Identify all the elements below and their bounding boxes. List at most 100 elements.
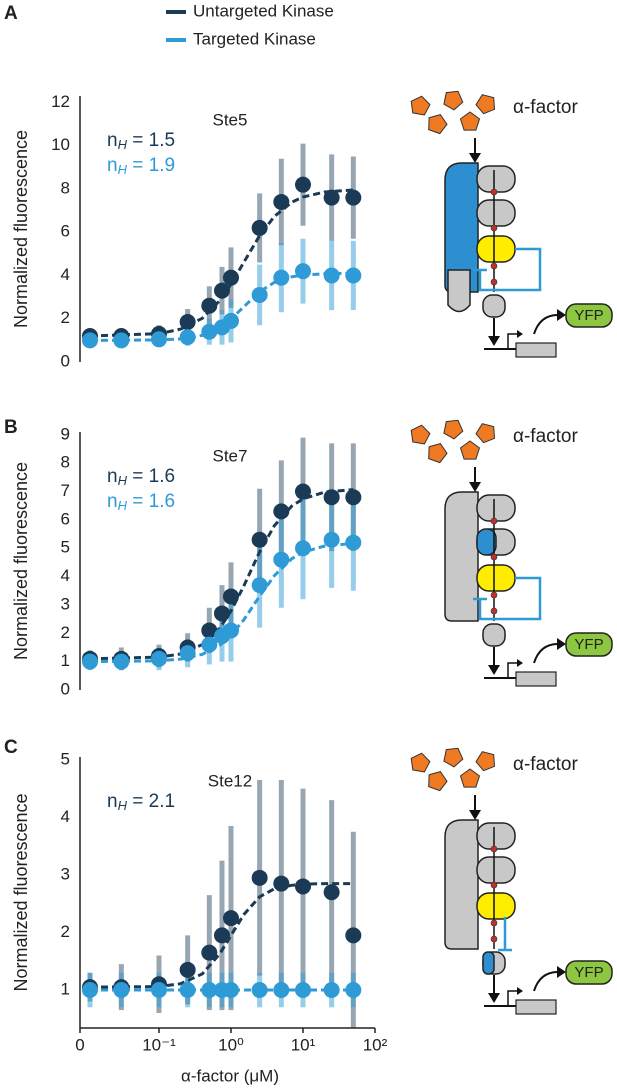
y-tick-label: 4 — [61, 265, 70, 284]
data-point — [222, 269, 239, 286]
feedback — [498, 917, 512, 952]
data-point — [222, 588, 239, 605]
phospho — [490, 188, 498, 196]
data-point — [150, 982, 167, 999]
phospho — [490, 591, 498, 599]
expression-head — [557, 638, 566, 650]
ligand-icon — [475, 423, 496, 444]
data-point — [251, 219, 268, 236]
gene — [515, 342, 557, 358]
data-point — [323, 267, 340, 284]
data-point — [294, 483, 311, 500]
data-point — [251, 869, 268, 886]
panel-letter: A — [4, 3, 18, 24]
data-point — [345, 189, 362, 206]
feedback — [473, 576, 542, 621]
legend-label: Targeted Kinase — [193, 29, 316, 48]
annotation-symbol: n — [107, 130, 118, 151]
phospho — [490, 262, 498, 270]
y-axis-label: Normalized fluorescence — [11, 130, 31, 328]
annotation-text: = 1.9 — [127, 155, 175, 176]
data-point — [345, 534, 362, 551]
expression-head — [557, 966, 566, 978]
data-point — [323, 489, 340, 506]
x-tick-label: 10⁰ — [218, 1035, 244, 1054]
legend-label: Untargeted Kinase — [193, 1, 334, 20]
data-point — [82, 653, 98, 670]
expression-arrow — [533, 971, 559, 992]
promoter-head — [517, 659, 523, 667]
data-point — [82, 982, 98, 999]
data-point — [323, 531, 340, 548]
ligand-label: α-factor — [513, 97, 579, 118]
ligand-icon — [428, 771, 448, 792]
feedback — [473, 247, 542, 292]
reporter — [565, 960, 613, 985]
annotation-subscript: H — [118, 498, 128, 513]
data-point — [113, 653, 130, 670]
promoter-head — [517, 987, 523, 995]
scaffold — [444, 491, 479, 622]
data-point — [345, 489, 362, 506]
ligand-icon — [475, 94, 496, 115]
annotation: nH = 1.6 — [107, 466, 175, 488]
fit-line — [89, 188, 354, 338]
y-axis-label: Normalized fluorescence — [11, 793, 31, 991]
data-point — [323, 982, 340, 999]
kinase — [476, 564, 516, 592]
data-point — [323, 884, 340, 901]
data-point — [82, 332, 98, 349]
kinase — [476, 494, 516, 522]
y-tick-label: 2 — [61, 623, 70, 642]
y-tick-label: 3 — [61, 864, 70, 883]
scaffold — [444, 819, 479, 950]
annotation: nH = 2.1 — [107, 791, 175, 813]
y-tick-label: 2 — [61, 922, 70, 941]
data-point — [201, 323, 218, 340]
data-point — [113, 332, 130, 349]
promoter — [507, 990, 518, 1006]
y-tick-label: 5 — [61, 538, 70, 557]
data-point — [222, 312, 239, 329]
promoter — [507, 333, 518, 349]
arrow-head — [488, 993, 500, 1003]
phospho — [490, 935, 498, 943]
kinase — [476, 892, 516, 920]
y-tick-label: 8 — [61, 453, 70, 472]
gene — [515, 999, 557, 1015]
kinase — [476, 199, 516, 227]
phospho — [490, 845, 498, 853]
annotation-subscript: H — [118, 162, 128, 177]
data-point — [294, 878, 311, 895]
x-tick-label: 0 — [75, 1035, 84, 1054]
plot-area — [82, 143, 362, 349]
y-tick-label: 5 — [61, 749, 70, 768]
kinase-blue — [476, 528, 497, 556]
ligand-icon — [475, 751, 496, 772]
ligand-icon — [410, 424, 431, 445]
arrow-head — [488, 336, 500, 346]
pathway-diagram: α-factor YFP — [410, 747, 613, 1015]
panel-letter: C — [4, 737, 18, 758]
data-point — [201, 622, 218, 639]
x-axis-label: α-factor (μM) — [181, 1066, 279, 1085]
data-point — [150, 331, 167, 348]
phospho — [490, 224, 498, 232]
expression-arrow — [533, 643, 559, 664]
promoter-head — [517, 330, 523, 338]
data-point — [345, 927, 362, 944]
kinase — [476, 822, 516, 850]
ligand-icon — [410, 752, 431, 773]
y-tick-label: 3 — [61, 594, 70, 613]
annotation-symbol: n — [107, 491, 118, 512]
data-point — [294, 176, 311, 193]
data-point — [294, 540, 311, 557]
y-tick-label: 2 — [61, 308, 70, 327]
data-point — [345, 982, 362, 999]
data-point — [294, 263, 311, 280]
ligand-label: α-factor — [513, 426, 579, 447]
annotation: nH = 1.9 — [107, 155, 175, 177]
annotation-text: = 2.1 — [127, 791, 175, 812]
ligand-label: α-factor — [513, 754, 579, 775]
